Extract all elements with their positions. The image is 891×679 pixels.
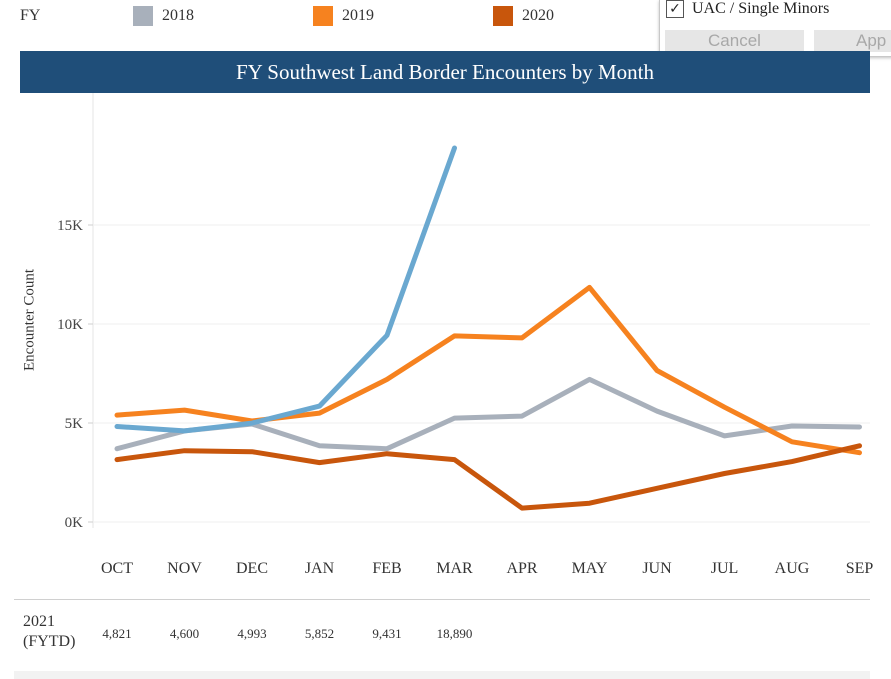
table-row-label-suffix: (FYTD) [23,633,76,650]
series-line-2020 [114,443,862,511]
legend-item-2018[interactable]: 2018 [133,6,194,26]
y-tick-label: 10K [57,317,83,333]
legend-label-2018: 2018 [162,7,194,24]
series-line-2021 [114,145,457,434]
series-lines [114,145,862,511]
filter-checkbox-uac[interactable]: ✓ [666,0,684,18]
table-cell: 4,600 [169,626,200,641]
x-tick-label: JAN [305,560,335,577]
series-line-2018 [114,376,862,452]
table-cell: 9,431 [372,626,402,641]
y-axis-ticks: 0K 5K 10K 15K [57,218,93,531]
table-cell: 5,852 [304,626,335,641]
legend-swatch-2020 [493,6,513,26]
bottom-band [14,671,870,679]
x-tick-label: JUL [711,560,739,577]
series-line-2019 [114,284,862,456]
filter-option-label: UAC / Single Minors [692,0,830,17]
legend-swatch-2019 [313,6,333,26]
x-tick-label: MAY [572,560,608,577]
y-tick-label: 5K [65,416,84,432]
legend-label-2020: 2020 [522,7,554,24]
x-tick-label: FEB [372,560,401,577]
filter-dropdown-panel: ✓ UAC / Single Minors Cancel App [659,0,891,57]
x-tick-label: OCT [101,560,133,577]
table-cell: 18,890 [436,626,473,641]
cancel-button[interactable]: Cancel [665,30,804,52]
x-axis-ticks: OCT NOV DEC JAN FEB MAR APR MAY JUN JUL AUG SEP [101,560,873,577]
x-tick-label: SEP [846,560,874,577]
x-tick-label: JUN [642,560,672,577]
table-cell: 4,993 [237,626,267,641]
x-tick-label: DEC [236,560,268,577]
table-separator [14,599,870,600]
table-row-label-year: 2021 [23,613,55,630]
table-row-label: 2021 (FYTD) [23,612,75,652]
y-tick-label: 15K [57,218,83,234]
legend-title: FY [20,7,41,24]
chart-title: FY Southwest Land Border Encounters by M… [20,51,870,93]
gridlines [92,93,870,528]
legend-swatch-2018 [133,6,153,26]
legend-item-2019[interactable]: 2019 [313,6,374,26]
filter-option-uac[interactable]: ✓ UAC / Single Minors [666,0,829,18]
x-tick-label: NOV [167,560,202,577]
table-cell: 4,821 [102,626,132,641]
line-chart: 0K 5K 10K 15K OCT NOV DEC JAN FEB MAR APR MAY JUN JU… [57,93,873,577]
y-tick-label: 0K [65,515,84,531]
x-tick-label: AUG [775,560,810,577]
legend-label-2019: 2019 [342,7,374,24]
x-tick-label: MAR [436,560,473,577]
legend-item-2020[interactable]: 2020 [493,6,554,26]
legend: FY 2018 2019 2020 [0,0,891,40]
x-tick-label: APR [506,560,537,577]
apply-button[interactable]: App [814,30,891,52]
